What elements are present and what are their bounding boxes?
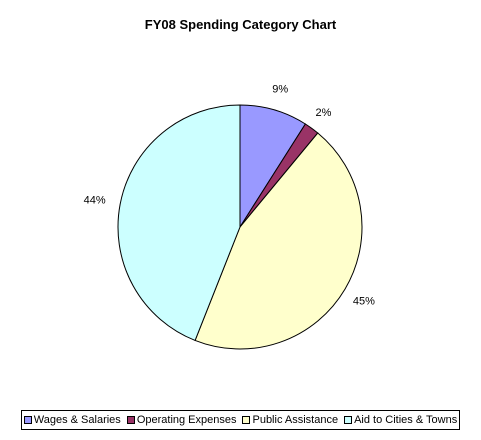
legend-swatch-wages xyxy=(23,416,32,424)
slice-label-wages: 9% xyxy=(272,84,288,96)
legend-swatch-operating xyxy=(126,416,135,424)
legend-swatch-public-assistance xyxy=(242,416,251,424)
legend-item-public-assistance: Public Assistance xyxy=(242,414,338,426)
pie-slice-public-assistance xyxy=(194,132,363,350)
chart-title: FY08 Spending Category Chart xyxy=(144,17,337,32)
legend-item-aid-cities: Aid to Cities & Towns xyxy=(344,414,457,426)
slice-label-aid-cities: 44% xyxy=(84,194,106,206)
legend: Wages & Salaries Operating Expenses Publ… xyxy=(21,410,460,430)
legend-item-wages: Wages & Salaries xyxy=(23,414,121,426)
legend-label-aid-cities: Aid to Cities & Towns xyxy=(354,414,458,426)
legend-item-operating: Operating Expenses xyxy=(126,414,237,426)
legend-label-operating: Operating Expenses xyxy=(136,414,237,426)
legend-label-wages: Wages & Salaries xyxy=(33,414,121,426)
slice-label-public-assistance: 45% xyxy=(353,295,375,307)
slice-label-operating: 2% xyxy=(316,107,332,119)
legend-swatch-aid-cities xyxy=(344,416,353,424)
pie-slice-aid-cities xyxy=(117,104,241,342)
legend-label-public-assistance: Public Assistance xyxy=(252,414,339,426)
